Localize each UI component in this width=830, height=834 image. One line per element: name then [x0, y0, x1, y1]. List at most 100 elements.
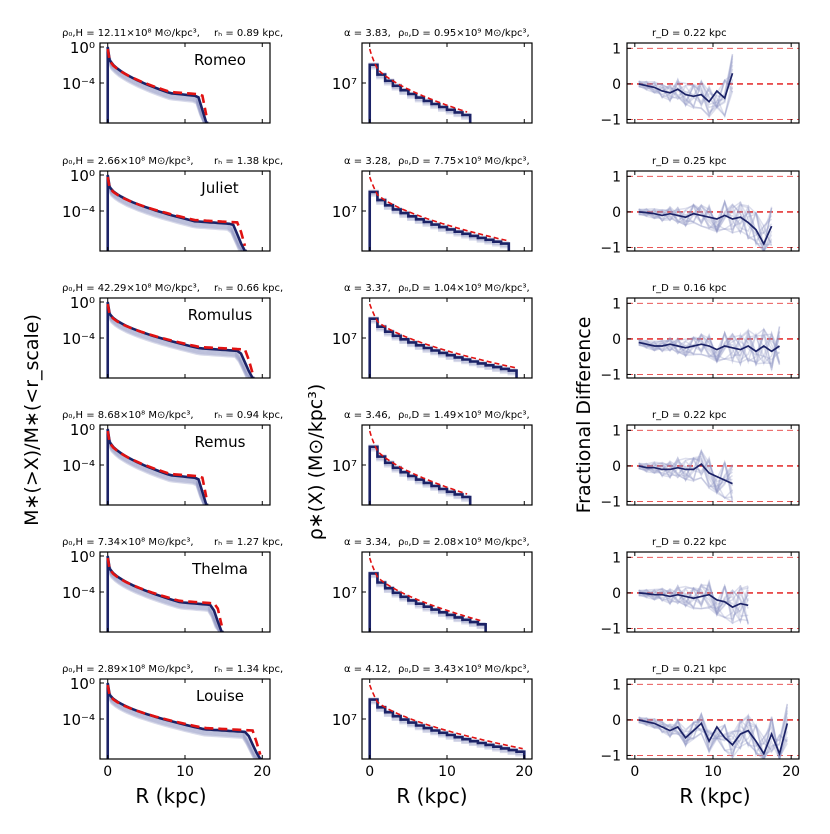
- fractional-difference-line: [638, 462, 733, 485]
- left-ytick-label: 10⁰: [70, 421, 95, 439]
- fractional-difference-line: [638, 719, 789, 757]
- ensemble-diff-line: [638, 585, 749, 615]
- mass-profile-line: [106, 428, 209, 505]
- middle-x-axis-label: R (kpc): [396, 784, 467, 808]
- ensemble-diff-line: [638, 204, 772, 246]
- ensemble-diff-line: [638, 455, 734, 493]
- left-ytick-label: 10⁰: [70, 548, 95, 566]
- right-panel-Juliet: [627, 175, 799, 251]
- ensemble-diff-line: [638, 330, 781, 366]
- middle-xtick-label: 10: [438, 764, 456, 780]
- ensemble-diff-line: [638, 83, 734, 118]
- ensemble-line: [106, 685, 263, 759]
- rho0D-label: ρ₀,D = 1.04×10⁹ M⊙/kpc³,: [398, 283, 530, 294]
- right-xtick-label: 0: [630, 764, 639, 780]
- left-ytick-label: 10⁻⁴: [62, 457, 95, 475]
- panel-grid: 10⁰ 10⁻⁴ Romeo ρ₀,H = 12.11×10⁸ M⊙/kpc³, rₕ …: [62, 28, 800, 780]
- right-panel-Louise: [627, 683, 799, 759]
- alpha-label: α = 3.28,: [344, 156, 391, 167]
- ensemble-line: [106, 558, 224, 632]
- ensemble-diff-line: [638, 327, 781, 368]
- middle-xtick-label: 0: [365, 764, 374, 780]
- ensemble-diff-line: [638, 203, 773, 240]
- density-fit-line: [368, 430, 468, 495]
- rD-label: r_D = 0.22 kpc: [652, 410, 727, 421]
- ensemble-diff-line: [638, 204, 773, 251]
- ensemble-line: [106, 303, 255, 378]
- ensemble-diff-line: [638, 449, 734, 494]
- left-ytick-label: 10⁻⁴: [62, 203, 95, 221]
- right-panel-Remus: [627, 429, 799, 503]
- ensemble-diff-line: [638, 457, 733, 499]
- ensemble-diff-line: [638, 719, 788, 758]
- ensemble-line: [106, 306, 255, 378]
- ensemble-diff-line: [638, 330, 781, 367]
- galaxy-name: Romeo: [194, 51, 246, 69]
- fractional-difference-line: [638, 211, 773, 246]
- right-ytick-label: 0: [612, 586, 621, 602]
- ensemble-line: [106, 48, 209, 123]
- rho0D-label: ρ₀,D = 1.49×10⁹ M⊙/kpc³,: [398, 410, 530, 421]
- rD-label: r_D = 0.22 kpc: [652, 28, 727, 39]
- fractional-difference-line: [638, 592, 749, 609]
- alpha-label: α = 3.37,: [344, 283, 391, 294]
- ensemble-diff-line: [638, 53, 734, 114]
- ensemble-diff-line: [638, 328, 780, 361]
- ensemble-diff-line: [638, 56, 734, 109]
- ensemble-line: [106, 176, 247, 251]
- ensemble-diff-line: [638, 199, 773, 251]
- ensemble-line: [106, 431, 209, 505]
- middle-panel-frame: [361, 170, 533, 252]
- rH-label: rₕ = 0.89 kpc,: [214, 28, 283, 39]
- alpha-label: α = 4.12,: [344, 664, 391, 675]
- density-fit-line: [368, 684, 523, 750]
- ensemble-diff-line: [638, 332, 781, 363]
- ensemble-diff-line: [638, 711, 789, 759]
- ensemble-diff-line: [638, 581, 749, 622]
- left-xtick-label: 0: [103, 764, 112, 780]
- ensemble-diff-line: [638, 592, 749, 624]
- ensemble-diff-line: [638, 64, 734, 117]
- left-panel-frame: [99, 170, 271, 252]
- ensemble-line: [106, 560, 224, 632]
- ensemble-diff-line: [638, 461, 733, 488]
- ensemble-line: [106, 686, 263, 759]
- rD-label: r_D = 0.25 kpc: [652, 156, 727, 167]
- ensemble-diff-line: [638, 79, 733, 110]
- left-ytick-label: 10⁻⁴: [62, 75, 95, 93]
- middle-panel-Thelma: [368, 557, 487, 632]
- ensemble-line: [106, 557, 224, 632]
- ensemble-diff-line: [638, 459, 734, 500]
- ensemble-diff-line: [638, 717, 788, 759]
- ensemble-diff-line: [638, 203, 773, 235]
- mass-profile-line: [106, 46, 209, 123]
- left-panel-Thelma: [106, 555, 224, 632]
- density-histogram: [368, 572, 487, 632]
- left-ytick-label: 10⁰: [70, 294, 95, 312]
- ensemble-diff-line: [638, 448, 734, 495]
- mass-fit-line: [106, 557, 223, 626]
- ensemble-diff-line: [638, 342, 781, 364]
- right-ytick-label: 0: [612, 77, 621, 93]
- ensemble-diff-line: [638, 710, 789, 756]
- ensemble-line: [106, 428, 209, 505]
- ensemble-step: [368, 575, 486, 632]
- rH-label: rₕ = 0.94 kpc,: [214, 410, 283, 421]
- ensemble-diff-line: [638, 68, 734, 108]
- right-ytick-label: −1: [600, 621, 621, 637]
- rho0D-label: ρ₀,D = 7.75×10⁹ M⊙/kpc³,: [398, 156, 530, 167]
- right-ytick-label: 1: [612, 296, 621, 312]
- right-panel-Thelma: [627, 556, 799, 629]
- mass-fit-line: [106, 430, 208, 498]
- ensemble-diff-line: [638, 330, 781, 365]
- ensemble-diff-line: [638, 712, 789, 759]
- ensemble-line: [106, 179, 247, 251]
- right-ytick-label: 0: [612, 332, 621, 348]
- density-fit-line: [368, 557, 483, 622]
- density-histogram: [368, 445, 472, 505]
- left-ytick-label: 10⁻⁴: [62, 711, 95, 729]
- rho0D-label: ρ₀,D = 0.95×10⁹ M⊙/kpc³,: [398, 28, 530, 39]
- right-x-axis-label: R (kpc): [679, 784, 750, 808]
- ensemble-diff-line: [638, 704, 789, 759]
